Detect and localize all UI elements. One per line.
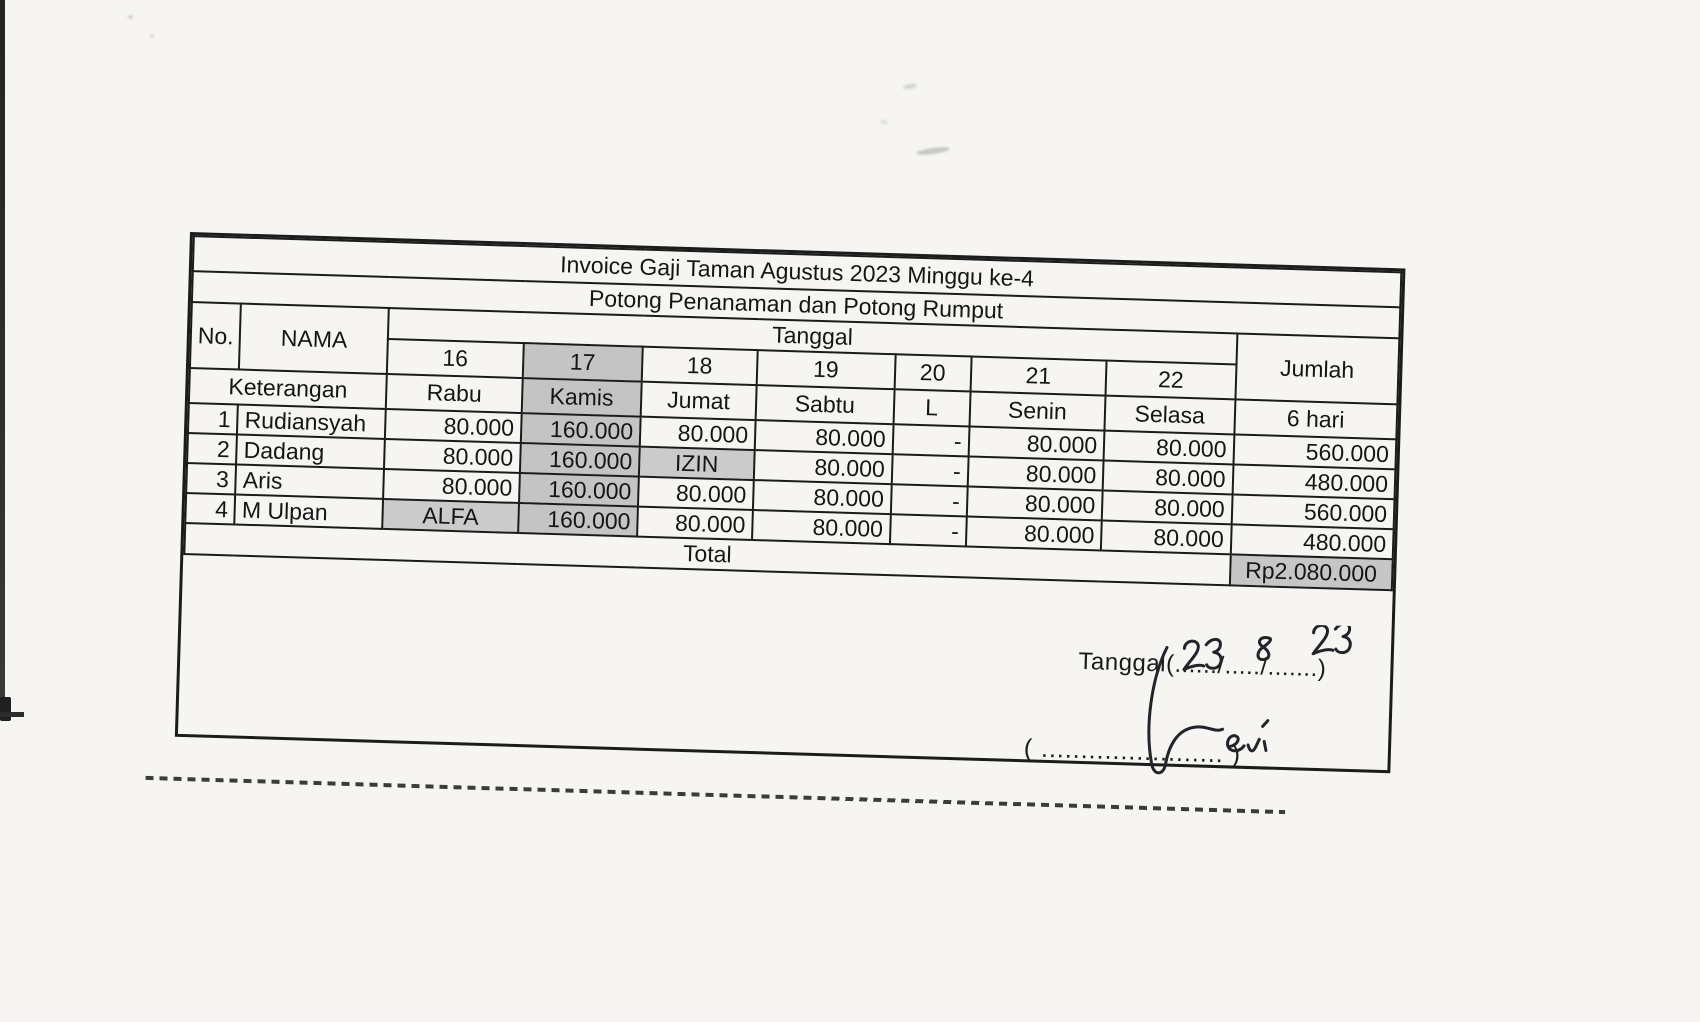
cell-value: - [891,454,969,487]
tear-dashed-line [145,775,1286,815]
date-dotted-line: (....../...../.......) [1165,650,1327,683]
cell-value: - [892,424,970,457]
day-selasa: Selasa [1104,395,1235,435]
row-total: 480.000 [1230,524,1394,560]
days-total: 6 hari [1233,399,1398,440]
date-17: 17 [522,343,643,382]
date-label: Tanggal [1078,647,1167,678]
row-no: 4 [185,493,236,525]
cell-value: 80.000 [636,506,753,541]
cell-value: 80.000 [965,516,1102,551]
row-no: 2 [187,433,238,465]
cell-value: 80.000 [1100,520,1232,555]
cell-value: 80.000 [968,426,1105,461]
date-22: 22 [1105,360,1237,400]
cell-value: 80.000 [385,408,522,444]
scan-edge-blob [0,697,11,721]
cell-value: 80.000 [1101,490,1233,525]
total-value: Rp2.080.000 [1229,554,1393,591]
cell-value: 80.000 [754,420,894,455]
day-rabu: Rabu [385,373,523,414]
cell-value: 80.000 [1103,430,1234,465]
cell-value: 80.000 [752,480,892,515]
scan-edge-artifact [0,0,5,704]
cell-value: 80.000 [753,450,893,485]
cell-value: 80.000 [1102,460,1234,495]
cell-value: 160.000 [518,473,639,507]
row-total: 480.000 [1232,464,1396,500]
row-no: 1 [187,403,239,435]
row-total: 560.000 [1233,434,1397,470]
invoice-outer-box: Invoice Gaji Taman Agustus 2023 Minggu k… [174,232,1406,775]
cell-value: 80.000 [751,510,891,545]
cell-value: 80.000 [967,456,1104,491]
cell-value: 160.000 [520,413,641,447]
cell-value: 80.000 [966,486,1103,521]
col-header-no: No. [189,302,242,370]
col-header-keterangan: Keterangan [188,368,388,409]
day-sabtu: Sabtu [755,385,895,425]
row-name: Aris [235,464,385,499]
date-19: 19 [756,350,896,390]
scan-edge-tick [0,712,24,717]
day-senin: Senin [969,391,1106,431]
day-jumat: Jumat [640,381,757,421]
cell-value: 80.000 [383,468,520,503]
cell-izin: IZIN [638,446,755,481]
day-l: L [893,389,971,427]
footer-date-line: Tanggal(....../...../.......) [1078,648,1327,683]
col-header-nama: NAMA [239,303,389,374]
row-name: Dadang [236,434,386,469]
cell-alfa: ALFA [382,498,519,533]
row-name: Rudiansyah [237,404,386,439]
invoice-table: Invoice Gaji Taman Agustus 2023 Minggu k… [183,235,1402,591]
date-20: 20 [894,354,972,392]
scan-smudge [879,118,889,126]
signature-dotted-line: ( ....................... ) [1023,734,1242,769]
cell-value: 80.000 [637,476,754,511]
date-21: 21 [970,356,1107,396]
row-no: 3 [186,463,237,495]
scanned-sheet: Invoice Gaji Taman Agustus 2023 Minggu k… [145,232,1420,815]
scan-speck [150,34,154,38]
cell-value: - [889,514,967,547]
scan-smudge [902,82,918,91]
col-header-jumlah: Jumlah [1234,333,1400,405]
scan-speck [128,15,133,19]
cell-value: 160.000 [517,502,638,537]
cell-value: 160.000 [519,443,640,477]
scan-smudge [915,145,951,157]
cell-value: 80.000 [639,416,756,451]
date-18: 18 [641,346,758,386]
date-16: 16 [387,338,524,379]
row-total: 560.000 [1231,494,1395,530]
cell-value: - [890,484,968,517]
cell-value: 80.000 [384,438,521,474]
row-name: M Ulpan [234,494,384,529]
day-kamis: Kamis [521,378,642,417]
